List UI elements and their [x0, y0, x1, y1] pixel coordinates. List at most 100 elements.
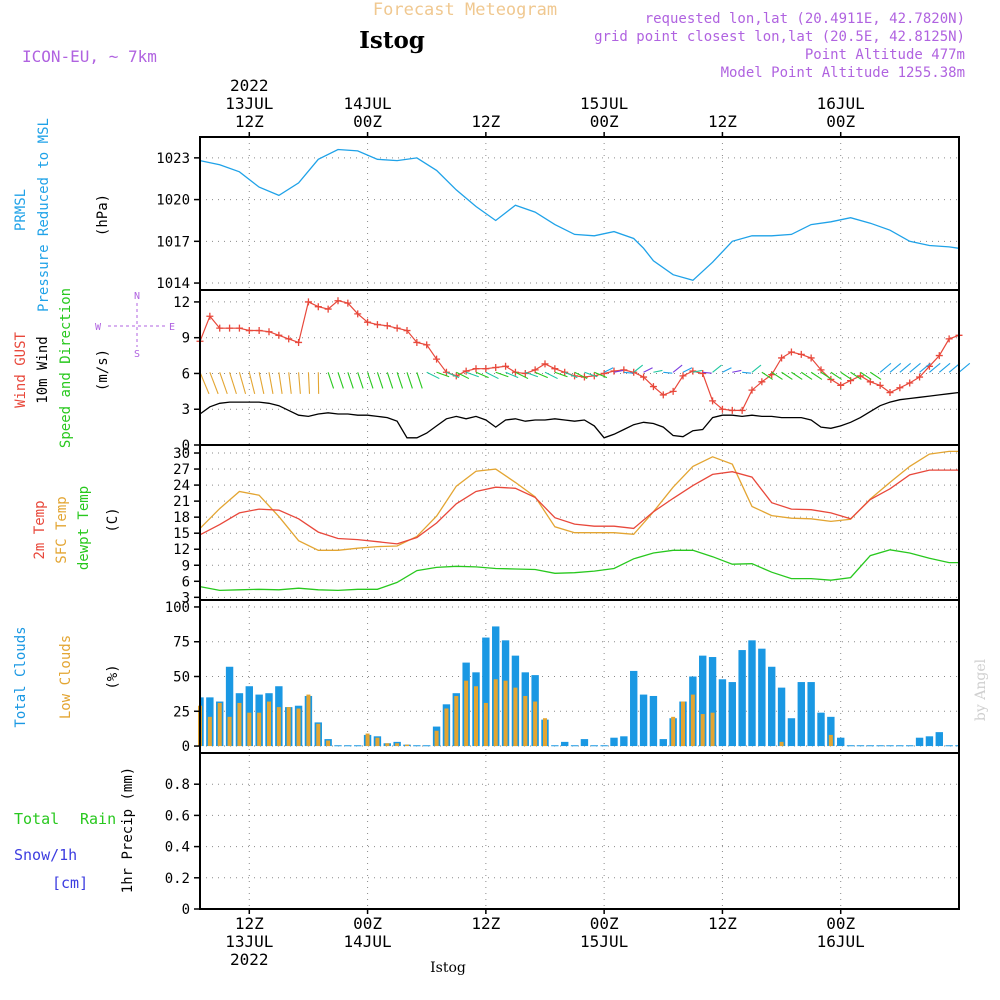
compass-n: N [134, 291, 140, 302]
wind-direction-arrow [771, 371, 783, 380]
total-cloud-bar [551, 745, 559, 747]
total-cloud-bar [659, 739, 667, 747]
gust-marker [896, 384, 904, 392]
low-cloud-bar [681, 701, 685, 747]
gust-marker [787, 348, 795, 356]
y-tick-label: 75 [173, 635, 190, 651]
total-cloud-bar [886, 745, 894, 747]
wind-direction-arrow [416, 372, 423, 389]
y-tick-label: 30 [173, 446, 190, 462]
total-cloud-bar [738, 650, 746, 747]
cloud-labels: Total Clouds Low Clouds (%) [13, 626, 121, 727]
y-tick-label: 6 [182, 366, 190, 382]
gust-marker [354, 310, 362, 318]
total-cloud-bar [610, 737, 618, 747]
total-cloud-bar [945, 745, 953, 747]
wind-direction-arrow [663, 371, 673, 374]
wind-direction-arrow [544, 371, 558, 380]
precip-labels: Total Rain Snow/1h [cm] 1hr Precip (mm) [14, 767, 136, 893]
total-cloud-bar [846, 745, 855, 747]
wind-direction-arrow [633, 364, 644, 373]
wind-direction-arrow [899, 362, 912, 373]
low-cloud-bar [434, 730, 439, 747]
wind-direction-arrow [209, 372, 219, 395]
gust-marker [659, 391, 667, 399]
gust-marker [482, 365, 490, 373]
panel-frame [199, 289, 960, 446]
total-cloud-bar [639, 694, 648, 747]
gust-marker [285, 335, 293, 343]
low-cloud-bar [700, 714, 705, 747]
low-cloud-bar [405, 744, 409, 747]
compass-e: E [169, 322, 175, 333]
low-cloud-bar [247, 712, 252, 747]
wind-direction-arrow [643, 367, 653, 373]
precip-total-label: Total [14, 810, 59, 828]
total-cloud-bar [590, 745, 598, 747]
wind-direction-arrow [367, 372, 374, 389]
gust-marker [649, 383, 657, 391]
point-altitude: Point Altitude 477m [805, 47, 965, 63]
low-cloud-bar [828, 734, 833, 747]
top-title: Forecast Meteogram [373, 0, 557, 20]
gust-marker [640, 373, 648, 381]
y-tick-label: 50 [173, 670, 190, 686]
gust-marker [699, 369, 707, 377]
grid-layer [200, 137, 959, 910]
wind-direction-arrow [869, 371, 882, 380]
low-cloud-bar [306, 694, 311, 747]
wind-direction-arrow [810, 371, 823, 380]
total-cloud-bar [344, 745, 352, 747]
gust-marker [235, 324, 243, 332]
low-cloud-bar [483, 702, 488, 747]
grid-point-coords: grid point closest lon,lat (20.5E, 42.81… [594, 29, 965, 45]
panel-frame [199, 752, 960, 910]
y-tick-label: 1014 [156, 276, 190, 292]
gust-marker [324, 305, 332, 313]
total-cloud-bar [748, 640, 756, 747]
gust-marker [669, 387, 677, 395]
total-cloud-bar [787, 718, 796, 747]
gust-marker [304, 298, 312, 306]
wind-direction-arrow [761, 371, 773, 380]
bottom-time-label: 13JUL [225, 932, 273, 951]
y-tick-label: 12 [173, 542, 190, 558]
total-cloud-bar [935, 732, 943, 747]
wind-direction-arrow [396, 372, 404, 389]
gust-marker [709, 397, 717, 405]
dewpoint-line [199, 549, 959, 592]
y-tick-label: 100 [165, 600, 190, 616]
gust-marker [393, 324, 401, 332]
wind-direction-arrow [347, 372, 354, 389]
top-time-label: 00Z [590, 112, 619, 131]
low-clouds-label: Low Clouds [58, 635, 74, 719]
axis-layer: 1014101710201023036912369121518212427300… [156, 76, 960, 969]
low-cloud-bar [474, 686, 478, 747]
dew-label: dewpt Temp [76, 486, 92, 570]
total-cloud-bar [225, 666, 234, 747]
total-cloud-bar [817, 712, 825, 747]
wind-direction-arrow [800, 371, 813, 380]
low-cloud-bar [227, 716, 232, 747]
total-clouds-label: Total Clouds [13, 626, 29, 727]
low-cloud-bar [286, 707, 291, 747]
gust-marker [620, 366, 628, 374]
total-cloud-bar [758, 648, 766, 747]
low-cloud-bar [365, 733, 370, 747]
wind-direction-arrow [219, 372, 228, 395]
gust-marker [797, 350, 805, 358]
requested-coords: requested lon,lat (20.4911E, 42.7820N) [645, 11, 965, 27]
gust-marker [876, 381, 884, 389]
total-cloud-bar [561, 741, 569, 747]
wind-labels: Wind GUST 10m Wind Speed and Direction (… [13, 288, 175, 448]
model-altitude: Model Point Altitude 1255.38m [721, 65, 965, 81]
wind-direction-arrow [702, 371, 712, 374]
wind-direction-arrow [791, 371, 803, 380]
precip-unit: 1hr Precip (mm) [120, 767, 136, 893]
wind-direction-arrow [327, 372, 335, 389]
total-cloud-bar [580, 739, 589, 747]
wind-direction-arrow [307, 372, 311, 394]
total-cloud-bar [837, 737, 845, 747]
wind-direction-arrow [712, 364, 722, 373]
top-time-label: 12Z [235, 112, 264, 131]
